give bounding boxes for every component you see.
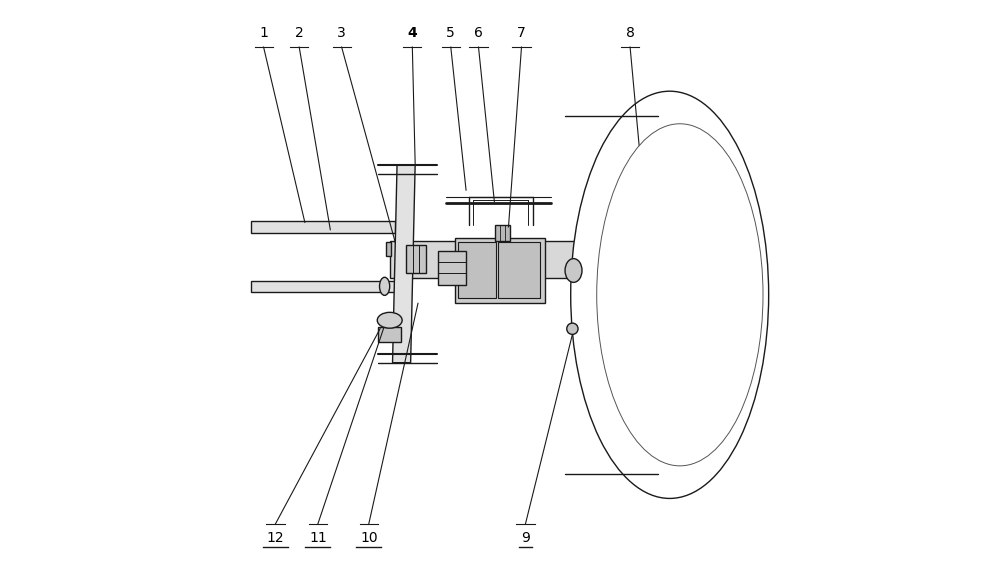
Bar bbox=[458, 243, 496, 298]
Polygon shape bbox=[390, 241, 582, 278]
Bar bbox=[455, 238, 545, 303]
Polygon shape bbox=[251, 221, 395, 232]
Text: 1: 1 bbox=[259, 26, 268, 40]
Ellipse shape bbox=[565, 259, 582, 282]
Bar bbox=[438, 251, 466, 285]
Text: 12: 12 bbox=[267, 531, 284, 545]
Polygon shape bbox=[393, 165, 415, 363]
Text: 10: 10 bbox=[360, 531, 378, 545]
Ellipse shape bbox=[377, 312, 402, 328]
Text: 9: 9 bbox=[521, 531, 530, 545]
Bar bbox=[495, 225, 510, 241]
Ellipse shape bbox=[571, 91, 769, 498]
Ellipse shape bbox=[567, 323, 578, 335]
Bar bbox=[386, 242, 391, 256]
Ellipse shape bbox=[380, 277, 390, 295]
Bar bbox=[406, 245, 426, 273]
Bar bbox=[498, 243, 540, 298]
Text: 4: 4 bbox=[407, 26, 417, 40]
Ellipse shape bbox=[597, 124, 763, 466]
Text: 8: 8 bbox=[626, 26, 635, 40]
Bar bbox=[378, 327, 401, 342]
Text: 3: 3 bbox=[337, 26, 346, 40]
Text: 5: 5 bbox=[446, 26, 455, 40]
Text: 11: 11 bbox=[309, 531, 327, 545]
Polygon shape bbox=[251, 281, 395, 292]
Text: 7: 7 bbox=[517, 26, 526, 40]
Text: 2: 2 bbox=[295, 26, 304, 40]
Text: 6: 6 bbox=[474, 26, 483, 40]
